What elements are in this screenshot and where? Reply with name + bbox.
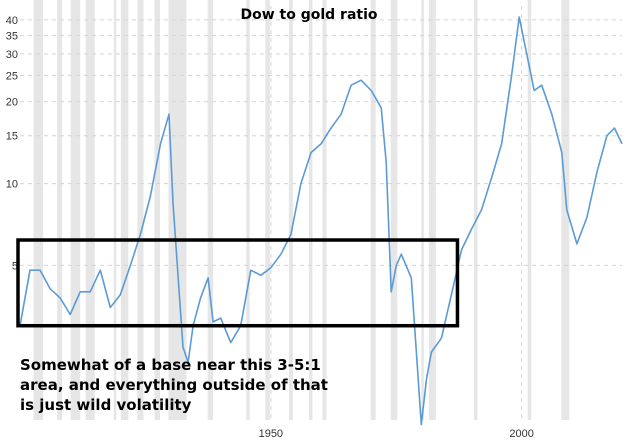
x-tick-label: 1950 [259, 428, 283, 440]
chart-title: Dow to gold ratio [240, 7, 377, 23]
dow-gold-ratio-line [19, 16, 623, 426]
y-tick-label: 20 [6, 97, 18, 109]
recession-band [288, 0, 293, 420]
y-tick-label: 25 [6, 70, 18, 82]
recession-band [168, 0, 187, 420]
recession-band [527, 0, 532, 420]
y-tick-label: 15 [6, 131, 18, 143]
recession-band [561, 0, 570, 420]
y-axis-ticks: 5 10 15 20 25 30 35 40 [6, 15, 18, 273]
y-tick-label: 30 [6, 49, 18, 61]
recession-band [154, 0, 160, 420]
x-axis-ticks: 1950 2000 [259, 428, 534, 440]
annotation-line-3: is just wild volatility [20, 396, 192, 414]
y-tick-label: 10 [6, 179, 18, 191]
recession-band [308, 0, 313, 420]
recession-band [474, 0, 478, 420]
annotation-line-1: Somewhat of a base near this 3-5:1 [20, 356, 321, 374]
recession-band [113, 0, 117, 420]
recession-band [421, 0, 424, 420]
recession-band [57, 0, 63, 420]
base-range-box [16, 238, 460, 328]
recession-band [33, 0, 44, 420]
y-tick-label: 35 [6, 31, 18, 43]
recession-band [137, 0, 144, 420]
recession-band [246, 0, 250, 420]
recession-shading [33, 0, 570, 420]
y-tick-label: 40 [6, 15, 18, 27]
y-tick-label: 5 [12, 260, 18, 272]
recession-band [265, 0, 270, 420]
recession-band [390, 0, 398, 420]
recession-band [428, 0, 436, 420]
recession-band [120, 0, 129, 420]
recession-band [85, 0, 95, 420]
recession-band [322, 0, 327, 420]
recession-band [370, 0, 376, 420]
annotation-line-2: area, and everything outside of that [20, 376, 328, 394]
recession-band [70, 0, 81, 420]
recession-band [207, 0, 214, 420]
grid-lines [20, 6, 622, 420]
x-tick-label: 2000 [509, 428, 533, 440]
